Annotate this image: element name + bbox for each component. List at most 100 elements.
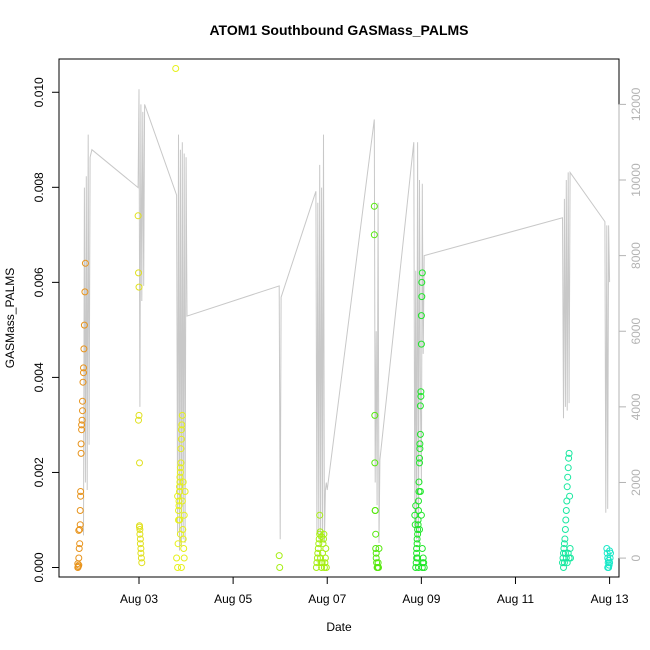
data-point bbox=[77, 449, 85, 457]
x-axis-label: Date bbox=[326, 620, 352, 634]
data-point bbox=[75, 526, 83, 534]
data-point bbox=[321, 559, 329, 567]
data-point bbox=[375, 545, 383, 552]
data-point bbox=[416, 488, 424, 495]
data-point bbox=[318, 533, 326, 541]
data-point bbox=[317, 554, 325, 562]
y2-tick-label: 8000 bbox=[629, 242, 643, 269]
data-point bbox=[135, 283, 143, 291]
data-point bbox=[180, 511, 188, 519]
data-point bbox=[372, 530, 380, 538]
data-point bbox=[562, 554, 570, 562]
data-point bbox=[79, 407, 86, 415]
x-axis: Aug 03 Aug 05 Aug 07 Aug 09 Aug 11 Aug 13 bbox=[120, 576, 629, 606]
data-point bbox=[75, 545, 83, 552]
data-point bbox=[561, 526, 569, 533]
data-point bbox=[178, 497, 186, 505]
data-point bbox=[178, 421, 186, 429]
data-point bbox=[370, 231, 378, 239]
altitude-line bbox=[83, 89, 611, 551]
data-point bbox=[315, 540, 323, 548]
data-point bbox=[138, 559, 146, 567]
data-point bbox=[560, 540, 568, 548]
data-point bbox=[417, 388, 425, 396]
data-point bbox=[176, 478, 184, 486]
data-point bbox=[420, 559, 428, 567]
data-point bbox=[412, 564, 420, 571]
data-point bbox=[81, 259, 89, 267]
data-point bbox=[320, 530, 328, 538]
data-point bbox=[173, 554, 181, 562]
series-4 bbox=[370, 202, 383, 571]
y-tick-label: 0.006 bbox=[32, 267, 46, 297]
data-point bbox=[172, 65, 180, 72]
series-1 bbox=[134, 212, 146, 567]
data-point bbox=[372, 545, 380, 552]
data-point bbox=[565, 449, 573, 457]
data-point bbox=[412, 502, 420, 510]
data-point bbox=[276, 564, 284, 571]
data-point bbox=[176, 473, 184, 481]
data-point bbox=[415, 478, 423, 486]
y2-tick-label: 12000 bbox=[629, 87, 643, 121]
data-point bbox=[414, 521, 422, 529]
data-point bbox=[75, 554, 83, 562]
data-point bbox=[136, 526, 144, 533]
data-point bbox=[74, 560, 82, 568]
data-point bbox=[565, 454, 573, 462]
data-point bbox=[322, 564, 330, 571]
data-points-layer bbox=[74, 65, 614, 571]
data-point bbox=[563, 559, 571, 567]
data-point bbox=[416, 454, 423, 462]
y2-tick-label: 6000 bbox=[629, 318, 643, 345]
data-point bbox=[560, 559, 568, 567]
data-point bbox=[372, 554, 380, 562]
data-point bbox=[80, 321, 88, 329]
data-point bbox=[375, 564, 382, 571]
x-tick-label: Aug 03 bbox=[120, 592, 158, 606]
y2-tick-label: 0 bbox=[629, 554, 643, 561]
data-point bbox=[414, 554, 422, 562]
x-tick-label: Aug 09 bbox=[402, 592, 440, 606]
data-point bbox=[414, 526, 422, 533]
data-point bbox=[413, 549, 421, 557]
data-point bbox=[75, 561, 83, 569]
data-point bbox=[564, 473, 572, 481]
data-point bbox=[177, 459, 185, 467]
data-point bbox=[561, 535, 569, 543]
data-point bbox=[135, 269, 142, 277]
data-point bbox=[564, 549, 572, 557]
data-point bbox=[371, 507, 379, 514]
data-point bbox=[416, 430, 424, 438]
data-point bbox=[174, 540, 182, 548]
data-point bbox=[176, 530, 184, 538]
data-point bbox=[136, 535, 144, 543]
data-point bbox=[416, 459, 423, 467]
data-point bbox=[321, 554, 329, 562]
data-point bbox=[137, 545, 145, 552]
data-point bbox=[76, 507, 84, 514]
y2-tick-label: 2000 bbox=[629, 469, 643, 496]
data-point bbox=[416, 526, 423, 533]
data-point bbox=[314, 545, 322, 552]
data-point bbox=[416, 402, 424, 410]
data-point bbox=[418, 293, 426, 301]
series-2 bbox=[172, 65, 189, 571]
data-point bbox=[275, 552, 283, 560]
data-point bbox=[76, 540, 84, 548]
data-point bbox=[78, 416, 86, 424]
data-point bbox=[566, 492, 574, 500]
data-point bbox=[605, 556, 613, 564]
data-point bbox=[135, 416, 142, 424]
data-point bbox=[418, 278, 426, 286]
series-7 bbox=[603, 545, 614, 571]
data-point bbox=[181, 488, 189, 495]
data-point bbox=[413, 535, 421, 543]
data-point bbox=[315, 535, 323, 543]
x-tick-label: Aug 11 bbox=[497, 592, 534, 606]
data-point bbox=[176, 483, 183, 491]
data-point bbox=[136, 540, 144, 548]
data-point bbox=[177, 564, 185, 571]
data-point bbox=[416, 445, 424, 453]
data-point bbox=[79, 378, 87, 386]
